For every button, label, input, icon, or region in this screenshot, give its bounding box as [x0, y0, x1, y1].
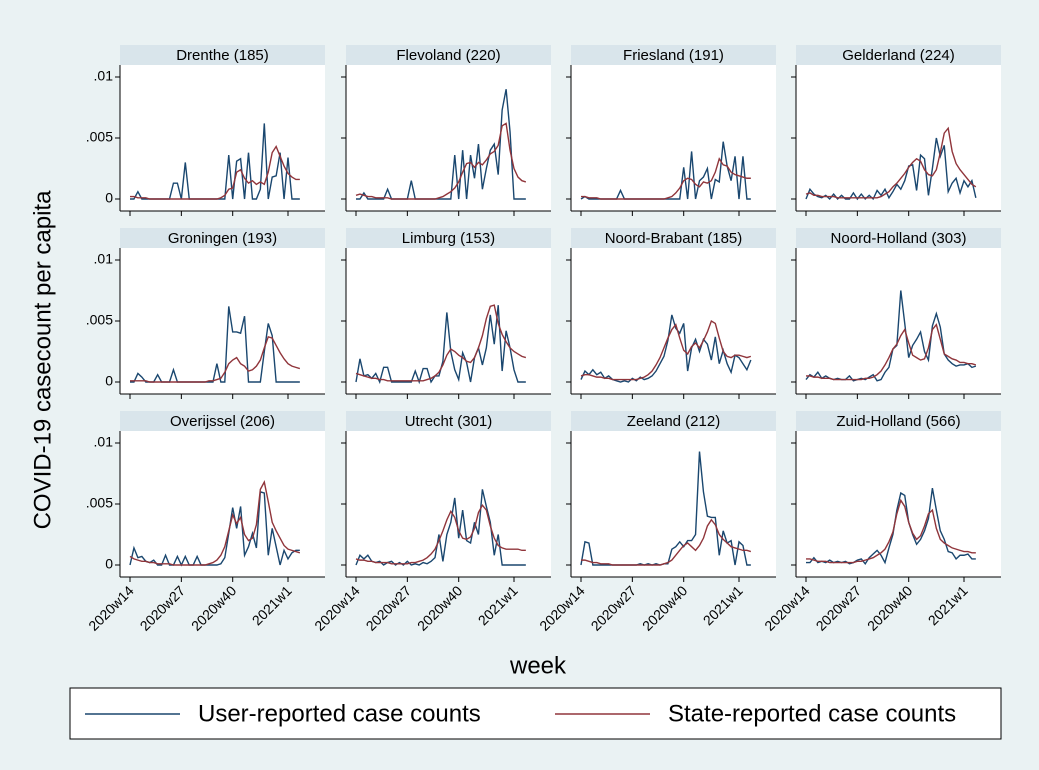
series-line	[130, 306, 300, 383]
panel-title: Limburg (153)	[402, 230, 495, 247]
series-line	[355, 122, 527, 200]
plot-area	[120, 65, 325, 211]
plot-area	[120, 431, 325, 577]
y-tick-label: .005	[86, 312, 113, 328]
panel-header	[796, 45, 1001, 65]
panel-header	[120, 45, 325, 65]
series-line	[129, 490, 300, 567]
series-line	[130, 335, 301, 383]
plot-area	[571, 65, 776, 211]
series-line	[581, 518, 752, 566]
legend-box	[69, 687, 1002, 740]
panel-title: Zuid-Holland (566)	[836, 413, 960, 430]
panel-title: Gelderland (224)	[842, 47, 955, 64]
plot-area	[346, 65, 551, 211]
plot-area	[346, 248, 551, 394]
panel-header	[571, 228, 776, 248]
series-line	[580, 314, 752, 383]
panel-title: Noord-Holland (303)	[831, 230, 967, 247]
panel-header	[796, 411, 1001, 431]
panel-header	[346, 411, 551, 431]
y-tick-label: 0	[105, 556, 113, 572]
plot-area	[120, 248, 325, 394]
panel-header	[120, 228, 325, 248]
panel-title: Drenthe (185)	[176, 47, 269, 64]
panel-title: Flevoland (220)	[396, 47, 500, 64]
y-tick-label: .01	[94, 68, 114, 84]
panel-title: Friesland (191)	[623, 47, 724, 64]
panel-header	[571, 411, 776, 431]
series-line	[129, 480, 301, 566]
panel-header	[120, 411, 325, 431]
y-tick-label: 0	[105, 373, 113, 389]
panel-header	[796, 228, 1001, 248]
series-line	[806, 498, 976, 564]
y-tick-label: .01	[94, 251, 114, 267]
series-line	[355, 304, 527, 382]
plot-area	[571, 431, 776, 577]
panel-title: Utrecht (301)	[405, 413, 493, 430]
series-line	[580, 319, 752, 381]
y-tick-label: .01	[94, 434, 114, 450]
plot-area	[796, 65, 1001, 211]
series-line	[355, 489, 526, 566]
y-tick-label: .005	[86, 129, 113, 145]
y-tick-label: .005	[86, 495, 113, 511]
y-tick-label: 0	[105, 190, 113, 206]
panel-header	[571, 45, 776, 65]
legend-label: State-reported case counts	[668, 700, 956, 727]
panel-title: Overijssel (206)	[170, 413, 275, 430]
series-line	[355, 503, 526, 565]
series-line	[806, 323, 977, 381]
series-line	[581, 157, 751, 200]
y-axis-title: COVID-19 casecount per capita	[29, 190, 56, 529]
series-line	[805, 126, 977, 199]
panel-title: Noord-Brabant (185)	[605, 230, 743, 247]
series-line	[805, 137, 977, 201]
x-axis-title: week	[509, 652, 567, 679]
plot-area	[346, 431, 551, 577]
panel-header	[346, 45, 551, 65]
panel-title: Groningen (193)	[168, 230, 277, 247]
series-line	[130, 145, 300, 200]
legend-label: User-reported case counts	[198, 700, 481, 727]
panel-header	[346, 228, 551, 248]
panel-title: Zeeland (212)	[627, 413, 720, 430]
